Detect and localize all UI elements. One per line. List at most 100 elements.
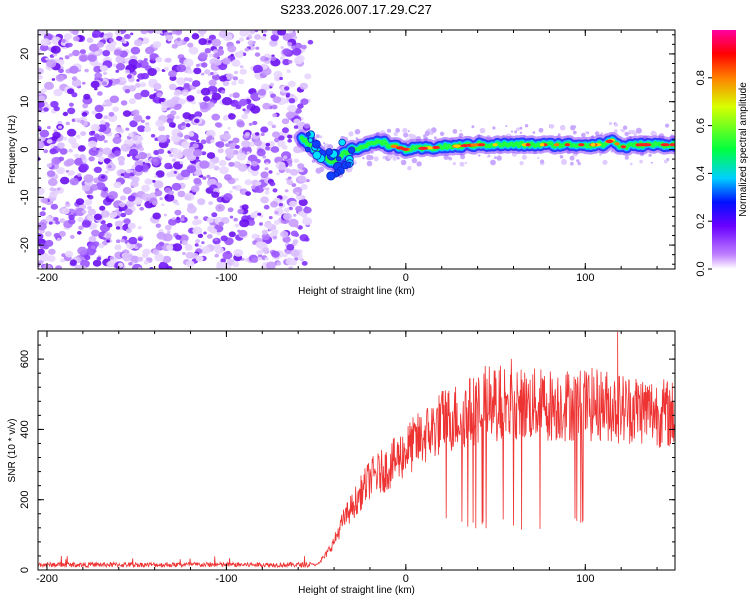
ridge-halo: [355, 137, 359, 141]
noise-blob: [132, 135, 138, 141]
noise-blob: [301, 44, 307, 50]
noise-blob: [267, 121, 274, 126]
noise-blob: [71, 92, 78, 98]
transition-bubble: [311, 139, 321, 149]
noise-blob: [122, 171, 131, 179]
noise-blob: [116, 239, 121, 243]
noise-blob: [152, 98, 157, 102]
ridge-halo: [613, 129, 618, 134]
noise-blob: [56, 167, 66, 175]
noise-blob: [287, 160, 293, 165]
noise-blob: [211, 191, 220, 198]
noise-blob: [139, 206, 145, 211]
noise-blob: [116, 35, 123, 41]
noise-blob: [168, 70, 177, 78]
noise-blob: [208, 201, 214, 206]
noise-blob: [286, 92, 291, 96]
noise-blob: [110, 40, 117, 46]
colorbar-tick-label: 0.2: [695, 214, 707, 229]
ridge-halo: [396, 156, 400, 160]
ridge-peak: [418, 146, 429, 150]
noise-blob: [140, 119, 145, 124]
noise-blob: [126, 69, 130, 73]
noise-blob: [188, 132, 195, 137]
ridge-peak: [660, 143, 670, 147]
noise-blob: [286, 69, 291, 73]
noise-blob: [93, 65, 102, 73]
noise-blob: [264, 257, 269, 261]
ridge-halo: [490, 159, 496, 166]
noise-blob: [269, 181, 276, 187]
noise-blob: [157, 134, 168, 143]
noise-blob: [175, 234, 182, 240]
noise-blob: [82, 103, 88, 109]
ridge-halo: [486, 155, 490, 158]
noise-blob: [78, 225, 84, 231]
noise-blob: [222, 57, 231, 65]
ridge-halo: [510, 130, 514, 133]
ridge-halo: [538, 127, 544, 133]
noise-blob: [174, 30, 183, 36]
noise-blob: [215, 204, 225, 212]
noise-blob: [53, 88, 63, 97]
noise-blob: [152, 158, 158, 163]
y-tick-label: 0: [19, 567, 31, 573]
noise-blob: [79, 49, 86, 55]
noise-blob: [155, 223, 161, 228]
noise-blob: [154, 189, 163, 197]
noise-blob: [171, 43, 178, 49]
noise-blob: [195, 239, 201, 244]
noise-blob: [175, 115, 180, 120]
noise-blob: [255, 132, 260, 136]
y-tick-label: -10: [19, 189, 31, 205]
ridge-halo: [549, 124, 555, 129]
noise-blob: [288, 30, 294, 34]
noise-blob: [225, 143, 230, 148]
noise-blob: [261, 229, 268, 235]
noise-blob: [160, 106, 167, 112]
noise-blob: [102, 102, 107, 106]
noise-blob: [268, 170, 273, 174]
noise-blob: [112, 106, 120, 112]
noise-blob: [265, 146, 270, 151]
noise-blob: [91, 110, 97, 115]
ridge-halo: [407, 166, 412, 171]
noise-blob: [196, 89, 202, 95]
ridge-peak: [470, 143, 478, 147]
noise-blob: [263, 204, 270, 210]
noise-blob: [102, 81, 107, 86]
noise-blob: [159, 261, 166, 267]
noise-blob: [99, 65, 108, 72]
noise-blob: [254, 139, 263, 147]
noise-blob: [172, 124, 176, 128]
noise-blob: [152, 41, 162, 49]
noise-blob: [280, 46, 284, 49]
noise-blob: [229, 190, 233, 194]
ridge-halo: [635, 127, 642, 134]
noise-blob: [246, 37, 250, 40]
noise-blob: [102, 50, 111, 57]
noise-blob: [168, 190, 175, 195]
noise-blob: [41, 88, 47, 93]
ridge-halo: [576, 159, 580, 163]
noise-blob: [120, 143, 131, 152]
ridge-halo: [557, 133, 561, 137]
noise-blob: [255, 46, 260, 50]
noise-blob: [63, 160, 72, 167]
noise-blob: [77, 230, 82, 235]
noise-blob: [164, 224, 172, 231]
x-tick-label: -100: [215, 573, 237, 585]
noise-blob: [99, 120, 106, 125]
noise-blob: [96, 41, 105, 48]
noise-blob: [154, 30, 162, 35]
noise-blob: [162, 233, 173, 242]
ridge-halo: [569, 155, 575, 161]
noise-blob: [184, 244, 193, 251]
noise-blob: [109, 95, 120, 104]
noise-blob: [58, 230, 66, 237]
noise-blob: [121, 226, 127, 230]
noise-blob: [166, 171, 174, 178]
noise-blob: [214, 238, 218, 242]
noise-blob: [173, 171, 177, 174]
